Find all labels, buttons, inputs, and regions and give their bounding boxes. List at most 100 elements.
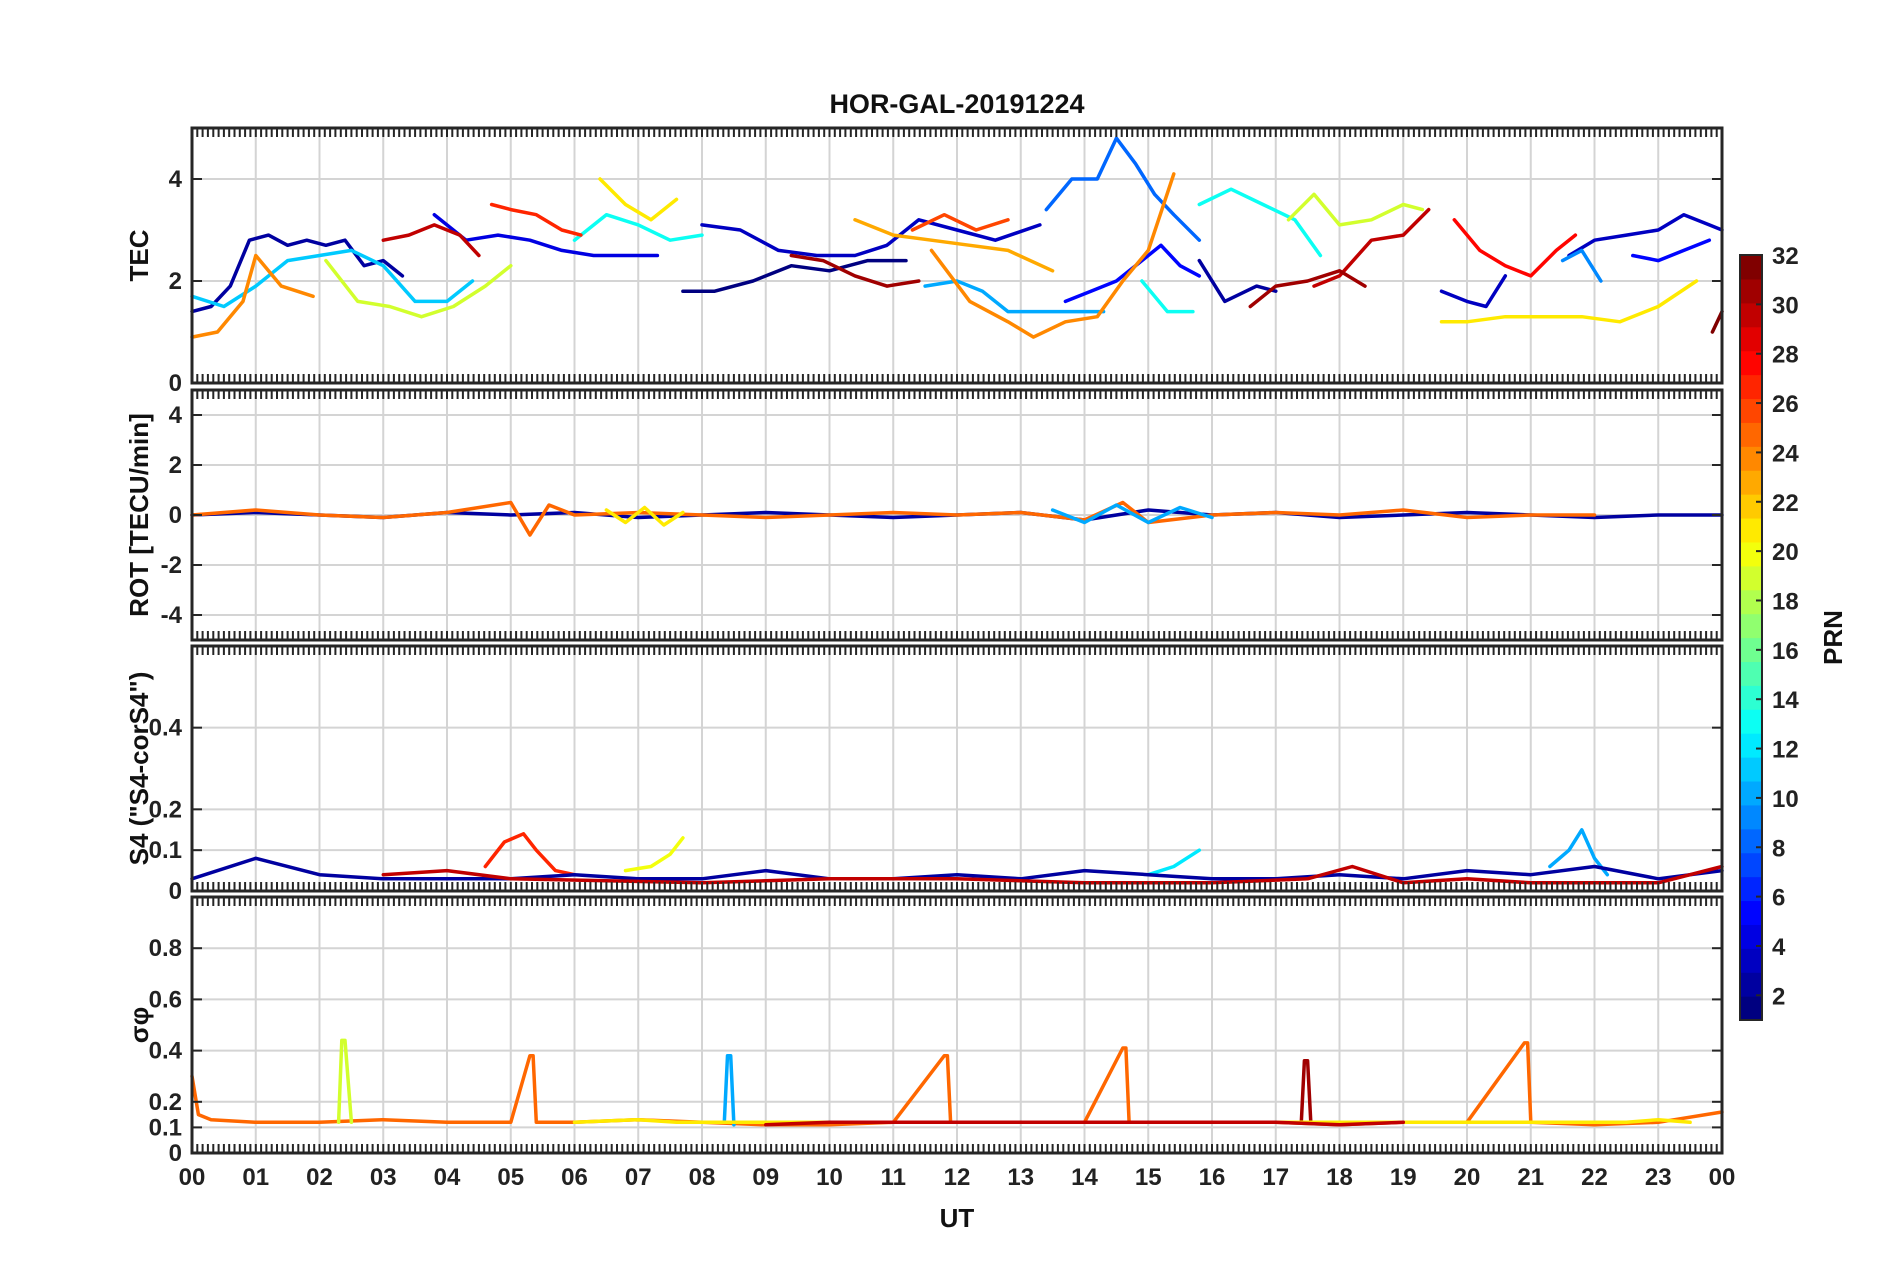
series-line-prn-19 (336, 1038, 354, 1125)
series-line-prn-10 (1548, 828, 1610, 877)
series-line-prn-11 (190, 248, 475, 309)
colorbar-tick-label: 6 (1772, 885, 1785, 912)
x-tick-label: 23 (1645, 1164, 1672, 1191)
y-tick-label: 0 (169, 370, 182, 397)
series-line-prn-4 (432, 212, 660, 258)
chart-title: HOR-GAL-20191224 (829, 89, 1084, 119)
y-tick-label: 0 (169, 1140, 182, 1167)
colorbar-segment (1740, 685, 1762, 710)
series-line-prn-13 (572, 212, 704, 242)
series-line-prn-23 (853, 218, 1055, 273)
x-tick-label: 18 (1326, 1164, 1353, 1191)
colorbar-tick-label: 16 (1772, 638, 1799, 665)
x-tick-label: 09 (752, 1164, 779, 1191)
y-tick-label: 0.2 (149, 1089, 182, 1116)
y-tick-label: 4 (169, 166, 183, 193)
series-line-prn-10 (1050, 503, 1214, 525)
series-line-prn-20 (623, 836, 685, 873)
y-tick-label: 0.8 (149, 935, 182, 962)
x-tick-label: 10 (816, 1164, 843, 1191)
colorbar-segment (1740, 494, 1762, 519)
minor-ticks (191, 646, 1723, 891)
panel-4: 00.10.2 0.4 0.6 0.8 σφ (124, 895, 1724, 1167)
colorbar-label: PRN (1818, 610, 1848, 665)
colorbar-tick-label: 4 (1772, 934, 1786, 961)
y-tick-label: 0.1 (149, 1114, 182, 1141)
colorbar-segment (1740, 565, 1762, 591)
series-line-prn-9 (1560, 248, 1603, 283)
y-tick-label: 0 (169, 878, 182, 905)
series-line-prn-19 (324, 258, 513, 319)
x-tick-label: 08 (689, 1164, 716, 1191)
colorbar-segment (1740, 278, 1762, 304)
colorbar-tick-label: 22 (1772, 490, 1799, 517)
colorbar-segment (1740, 828, 1762, 854)
series-line-prn-10 (923, 279, 1106, 314)
y-tick-label: 0.4 (149, 1038, 183, 1065)
x-tick-label: 05 (497, 1164, 524, 1191)
series-line-prn-32 (1710, 309, 1724, 334)
colorbar-tick-label: 24 (1772, 440, 1799, 467)
series-line-prn-24 (190, 253, 315, 339)
colorbar-segment (1740, 852, 1762, 878)
series-line-prn-8 (1044, 136, 1202, 242)
series-line-prn-30 (381, 223, 481, 258)
series-line-prn-28 (1452, 218, 1578, 278)
series-line-prn-10 (722, 1053, 736, 1127)
colorbar-segment (1740, 589, 1762, 615)
series-line-prn-30 (1312, 207, 1431, 288)
x-tick-label: 22 (1581, 1164, 1608, 1191)
x-tick-label: 00 (1709, 1164, 1736, 1191)
series-line-prn-27 (489, 202, 583, 237)
series-line-prn-31 (789, 253, 921, 288)
x-tick-label: 06 (561, 1164, 588, 1191)
series-line-prn-26 (910, 212, 1010, 232)
colorbar-segment (1740, 350, 1762, 376)
minor-ticks (191, 390, 1723, 640)
series-line-prn-27 (483, 832, 577, 877)
series-line-prn-25 (190, 500, 1597, 537)
colorbar-tick-label: 28 (1772, 342, 1799, 369)
colorbar-segment (1740, 733, 1762, 758)
series-line-prn-31 (1248, 269, 1367, 309)
colorbar-segment (1740, 613, 1762, 639)
x-tick-label: 00 (179, 1164, 206, 1191)
y-tick-label: 0.4 (149, 715, 183, 742)
x-tick-label: 01 (242, 1164, 269, 1191)
colorbar-frame (1739, 254, 1763, 1021)
y-tick-label: 0.2 (149, 796, 182, 823)
colorbar-segment (1740, 255, 1762, 280)
minor-tick-marks (191, 390, 1723, 640)
x-tick-label: 07 (625, 1164, 652, 1191)
series-line-prn-3 (700, 218, 1042, 258)
colorbar-segment (1740, 900, 1762, 925)
series-line-prn-30 (764, 1120, 1406, 1127)
y-axis-label: ROT [TECU/min] (124, 413, 154, 617)
panel-2: -4 -2 0 2 4 ROT [TECU/min] (124, 388, 1724, 642)
panel-1: 0 2 4 TEC (124, 126, 1724, 397)
x-tick-label: 20 (1454, 1164, 1481, 1191)
y-tick-label: 0 (169, 502, 182, 529)
x-axis-label: UT (940, 1203, 975, 1233)
colorbar-tick-label: 2 (1772, 983, 1785, 1010)
colorbar-segment (1740, 972, 1762, 997)
colorbar-tick-label: 26 (1772, 391, 1799, 418)
series-line-prn-21 (1439, 279, 1699, 324)
y-tick-label: 2 (169, 268, 182, 295)
colorbar-segment (1740, 398, 1762, 423)
x-tick-label: 19 (1390, 1164, 1417, 1191)
colorbar-segment (1740, 374, 1762, 400)
series-line-prn-2 (190, 856, 1724, 881)
series-line-prn-2 (1197, 258, 1278, 304)
series-line-prn-19 (1286, 192, 1425, 227)
colorbar-tick-label: 20 (1772, 539, 1799, 566)
y-tick-label: 0.6 (149, 986, 182, 1013)
colorbar-segment (1740, 757, 1762, 782)
colorbar-segment (1740, 470, 1762, 495)
colorbar-tick-label: 18 (1772, 588, 1799, 615)
colorbar-segment (1740, 996, 1762, 1021)
colorbar-segment (1740, 948, 1762, 973)
x-tick-label: 03 (370, 1164, 397, 1191)
x-tick-label: 16 (1199, 1164, 1226, 1191)
